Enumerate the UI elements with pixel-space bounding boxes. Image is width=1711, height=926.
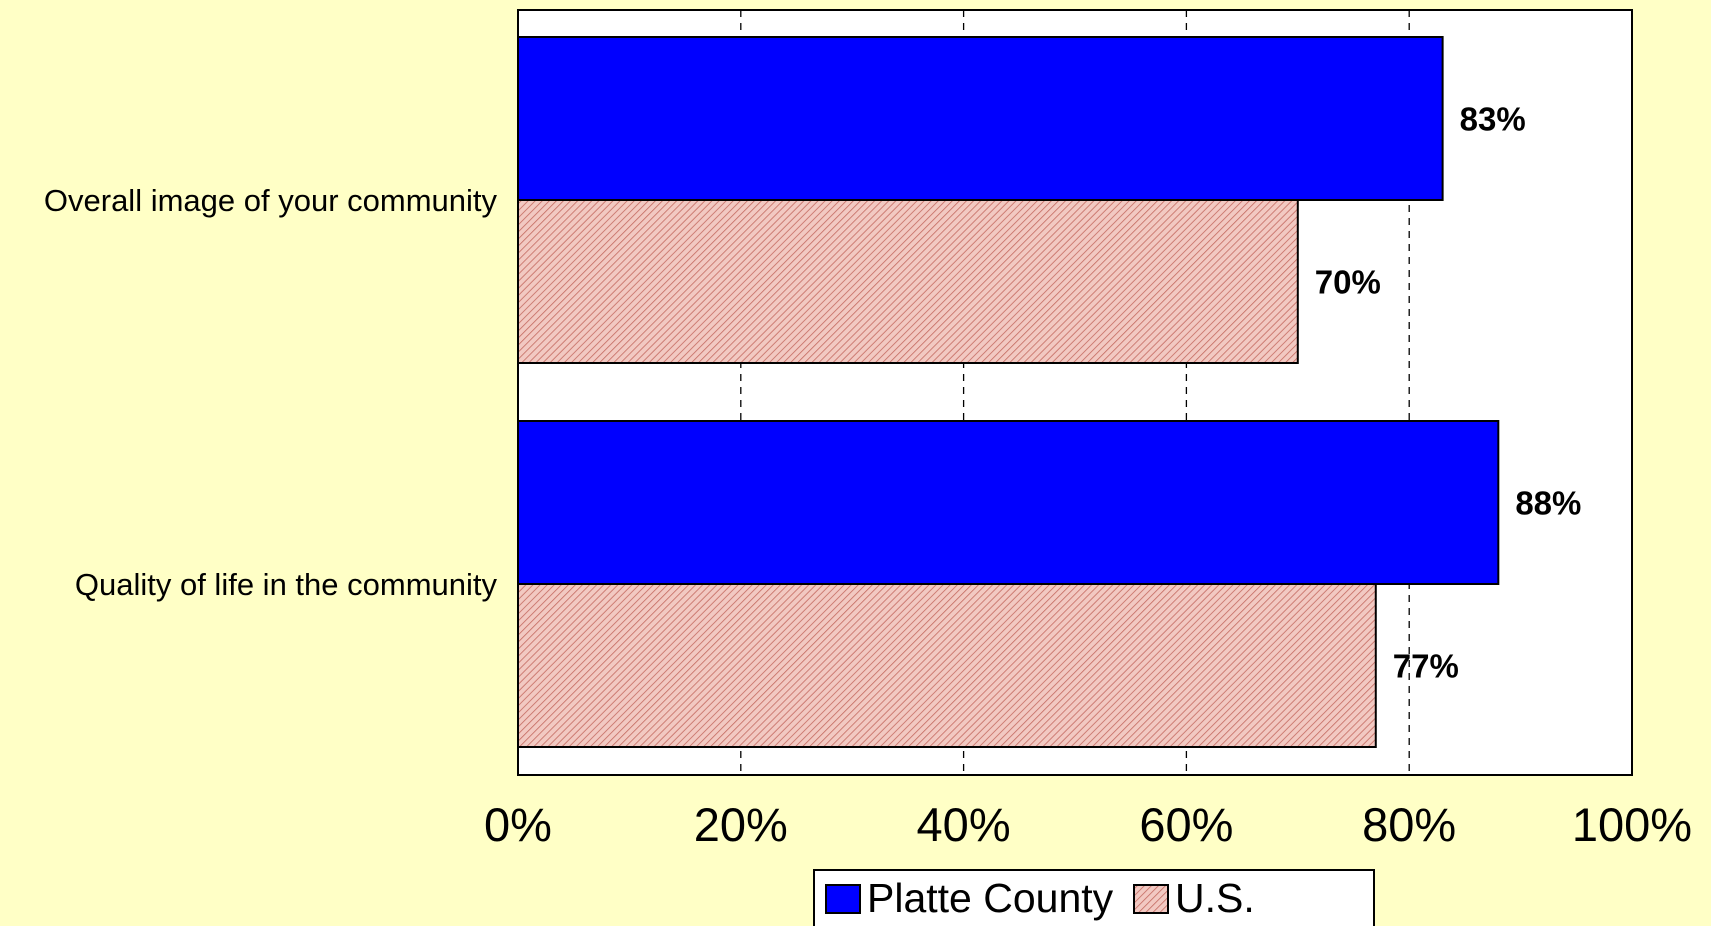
x-tick-label: 80% bbox=[1362, 798, 1456, 851]
category-label: Overall image of your community bbox=[44, 183, 498, 218]
plot-border bbox=[517, 9, 1633, 776]
x-tick-label: 0% bbox=[484, 798, 552, 851]
legend-label-platte-county: Platte County bbox=[867, 875, 1114, 921]
x-tick-label: 100% bbox=[1572, 798, 1692, 851]
x-axis-tick-labels: 0% 20% 40% 60% 80% 100% bbox=[484, 798, 1692, 851]
data-labels: 83% 70% 88% 77% bbox=[1315, 101, 1582, 685]
data-label-platte-county-2: 88% bbox=[1515, 485, 1581, 522]
legend-swatch-platte-county bbox=[825, 884, 861, 914]
x-tick-label: 20% bbox=[694, 798, 788, 851]
legend-swatch-u-s bbox=[1133, 884, 1169, 914]
data-label-platte-county-1: 83% bbox=[1460, 101, 1526, 138]
bar-platte-county-1 bbox=[517, 36, 1444, 201]
legend-box bbox=[813, 869, 1375, 926]
legend: Platte County U.S. bbox=[813, 869, 1375, 926]
category-label: Quality of life in the community bbox=[75, 567, 498, 602]
x-tick-label: 60% bbox=[1139, 798, 1233, 851]
bar-u-s-2 bbox=[517, 583, 1377, 748]
legend-label-u-s: U.S. bbox=[1175, 875, 1255, 921]
category-labels: Overall image of your community Quality o… bbox=[44, 183, 498, 602]
x-tick-label: 40% bbox=[917, 798, 1011, 851]
bars bbox=[517, 36, 1500, 748]
bar-u-s-1 bbox=[517, 199, 1299, 364]
data-label-u-s-1: 70% bbox=[1315, 264, 1381, 301]
data-label-u-s-2: 77% bbox=[1393, 648, 1459, 685]
bar-platte-county-2 bbox=[517, 420, 1500, 585]
